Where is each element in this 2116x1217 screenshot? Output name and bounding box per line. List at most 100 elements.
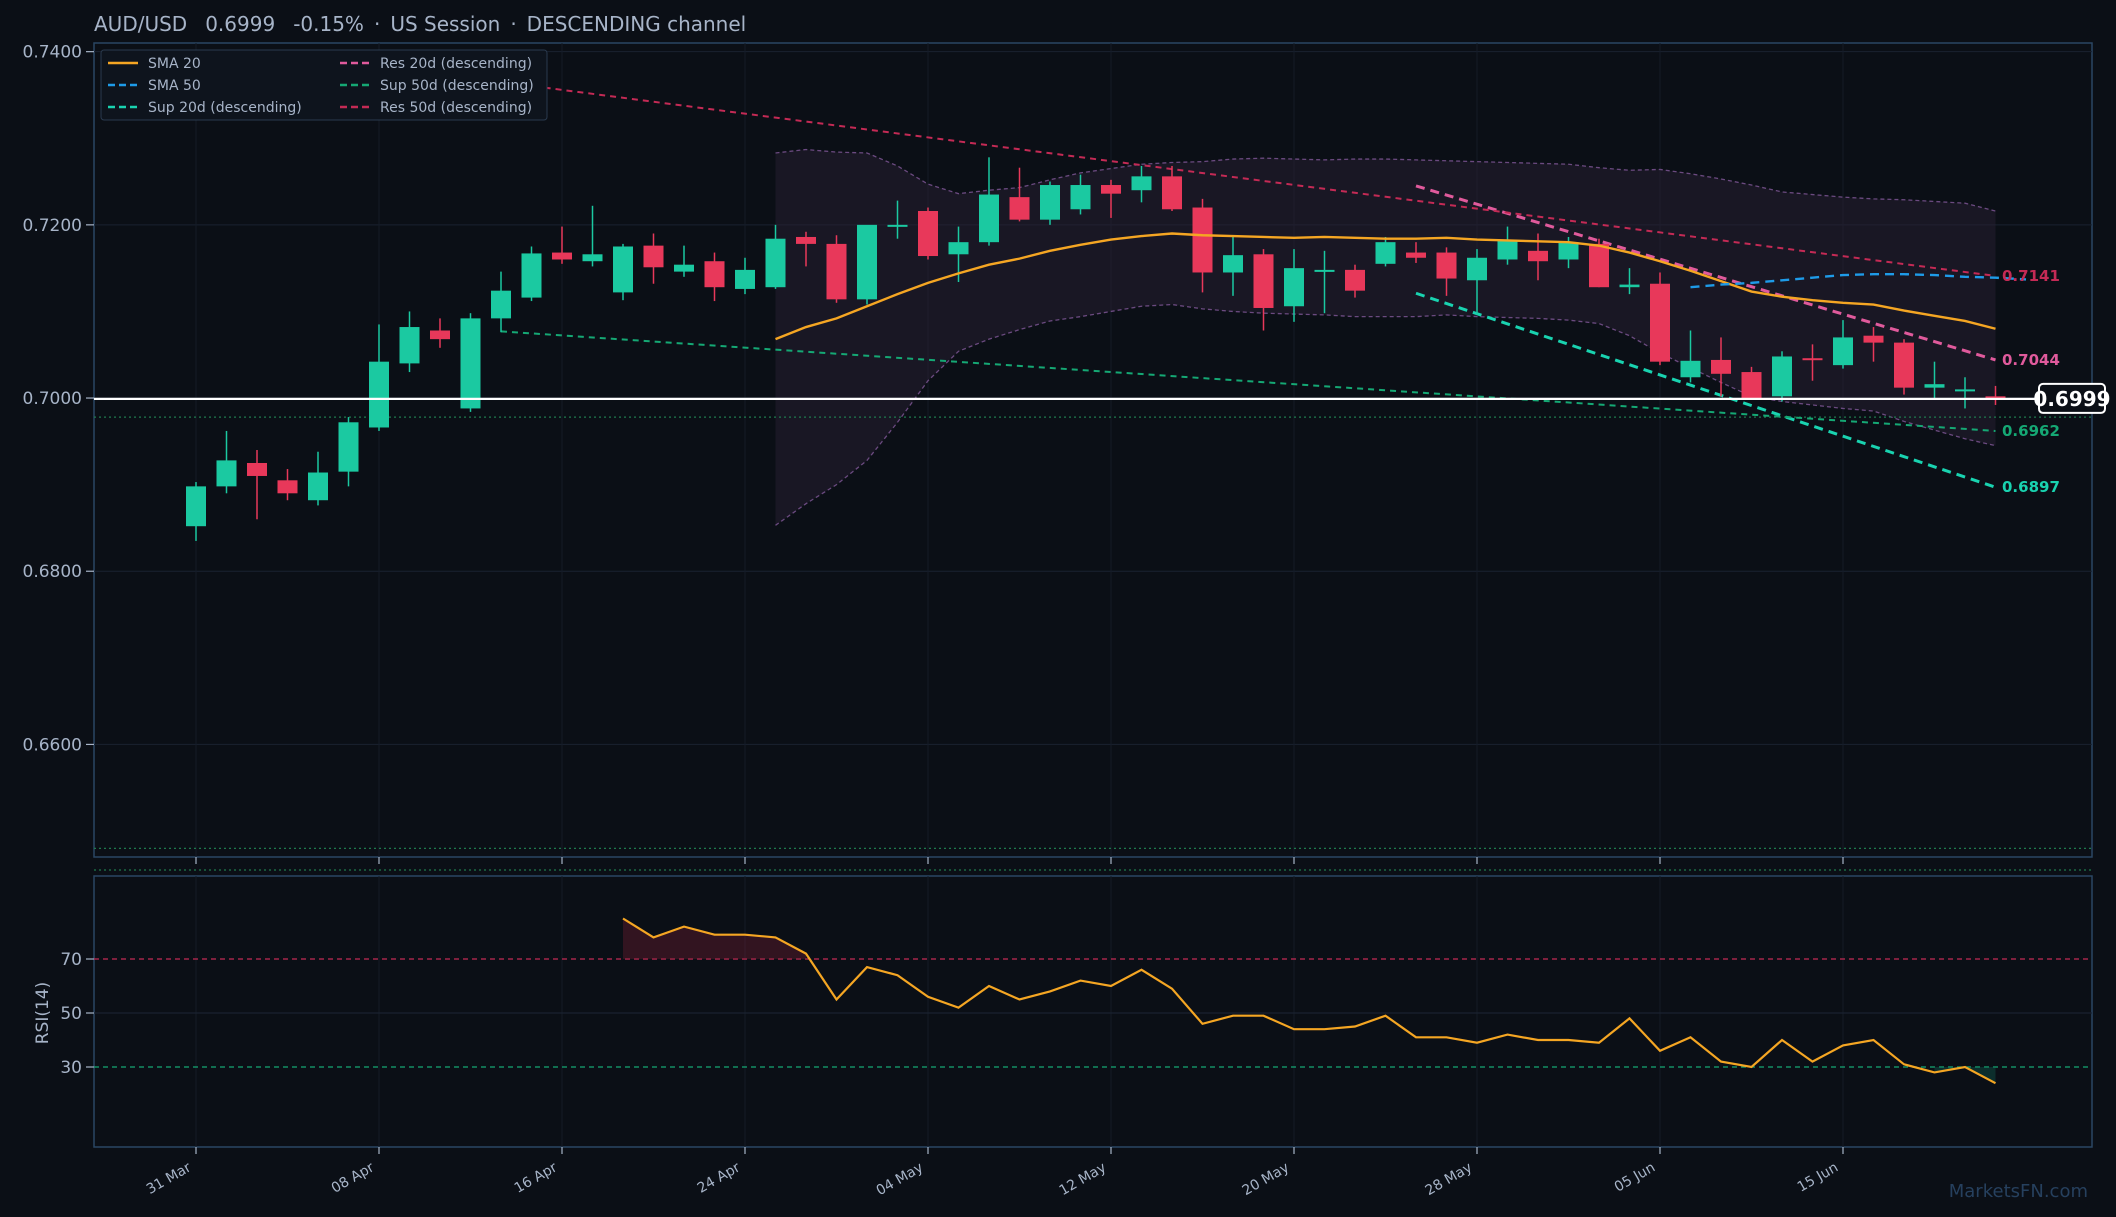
candle-body (1070, 185, 1091, 210)
candle-body (1375, 242, 1396, 264)
dotted-levels (94, 416, 2092, 871)
current-price-marker: 0.6999 (94, 382, 2111, 414)
candle-body (1833, 337, 1853, 366)
candle-body (216, 460, 237, 487)
bollinger-lower (775, 303, 1996, 526)
candle-body (1162, 176, 1182, 210)
candle-body (765, 238, 786, 288)
candle-body (1497, 240, 1518, 260)
rsi-grid (94, 876, 2092, 1147)
candle-body (552, 252, 572, 260)
candle-body (1955, 389, 1975, 392)
price-panel: 0.6600 0.6800 0.7000 0.7200 0.7400 0.7044 0.6… (23, 42, 2111, 871)
candle-body (1772, 356, 1792, 397)
level-label: 0.7141 (2002, 267, 2060, 285)
sma20-line (775, 232, 1996, 341)
candle-body (1863, 335, 1884, 343)
candle-body (1284, 268, 1304, 307)
level-labels: 0.7044 0.6897 0.7141 0.6962 (2002, 267, 2060, 496)
price-axis: 0.6600 0.6800 0.7000 0.7200 0.7400 (23, 43, 94, 755)
title-symbol: AUD/USD (94, 12, 187, 36)
candle-body (1894, 342, 1914, 388)
candle-body (948, 242, 969, 255)
candle-body (1192, 207, 1213, 273)
candlesticks (186, 157, 2006, 541)
candle-body (1650, 283, 1670, 362)
price-panel-frame (93, 42, 2093, 858)
legend-entry: Res 20d (descending) (380, 56, 532, 72)
candle-body (1314, 269, 1335, 272)
candle-body (674, 264, 694, 272)
title-change: -0.15% (293, 12, 364, 36)
candle-body (826, 243, 847, 300)
current-price-label: 0.6999 (2033, 387, 2110, 411)
candle-body (613, 246, 633, 293)
candle-body (1436, 252, 1457, 279)
rsi-panel: 30 50 70 RSI(14) (33, 875, 2093, 1148)
candle-body (887, 224, 908, 227)
rsi-tick-label: 50 (60, 1004, 82, 1024)
candle-body (1589, 243, 1609, 288)
candle-body (1253, 254, 1274, 308)
legend-entry: Res 50d (descending) (380, 100, 532, 116)
moving-averages (775, 232, 2027, 341)
chart-title: AUD/USD 0.6999 -0.15% · US Session · DESCENDIN… (94, 12, 746, 36)
chart-legend: SMA 20 SMA 50 Sup 20d (descending) Res 20d … (100, 49, 548, 121)
candle-body (582, 254, 603, 262)
candle-body (1528, 250, 1548, 262)
rsi-oversold-fill (1934, 1067, 1996, 1084)
sma50-line (1690, 273, 2027, 289)
candle-body (1619, 284, 1640, 288)
price-tick-label: 0.6600 (23, 735, 82, 755)
price-tick-label: 0.7400 (23, 43, 82, 63)
candle-body (1406, 252, 1426, 258)
legend-entry: Sup 20d (descending) (148, 100, 302, 116)
channel-line (1415, 291, 1996, 489)
candle-body (1711, 359, 1731, 374)
rsi-tick-label: 30 (60, 1058, 82, 1078)
level-label: 0.6962 (2002, 422, 2060, 440)
title-channel: DESCENDING channel (527, 12, 747, 36)
candle-body (369, 361, 389, 428)
channel-line (1415, 184, 1996, 362)
level-label: 0.7044 (2002, 351, 2060, 369)
bollinger-band (775, 148, 1996, 526)
rsi-line (622, 917, 1997, 1085)
candle-body (643, 245, 664, 268)
candle-body (338, 422, 359, 472)
candle-body (857, 224, 877, 300)
title-session: US Session (390, 12, 500, 36)
channel-line (500, 330, 1996, 432)
bollinger-fill (775, 149, 1996, 526)
candle-body (735, 269, 755, 289)
candle-body (1467, 257, 1487, 281)
candle-body (186, 486, 206, 527)
legend-entry: Sup 50d (descending) (380, 78, 534, 94)
candle-body (277, 480, 298, 494)
rsi-line-group (622, 917, 1997, 1085)
candle-body (918, 210, 938, 257)
rsi-tick-label: 70 (60, 950, 82, 970)
channel-lines (500, 80, 1996, 489)
candle-body (1101, 185, 1121, 194)
candle-body (460, 318, 481, 409)
candle-body (1223, 255, 1243, 273)
candle-body (521, 253, 542, 298)
level-label: 0.6897 (2002, 478, 2060, 496)
candle-body (1802, 358, 1823, 361)
candle-body (1558, 242, 1579, 260)
candle-body (1009, 197, 1030, 220)
candle-body (247, 462, 267, 476)
price-tick-label: 0.7200 (23, 216, 82, 236)
rsi-zone-fill (623, 918, 1996, 1084)
legend-entry: SMA 20 (148, 56, 201, 72)
bollinger-upper (775, 148, 1996, 212)
rsi-axis-label: RSI(14) (33, 982, 53, 1045)
candle-body (1040, 185, 1060, 220)
current-price-badge (2038, 382, 2106, 414)
candle-body (491, 290, 511, 319)
candle-body (1345, 269, 1365, 291)
candle-body (1924, 384, 1945, 388)
legend-box (100, 49, 548, 121)
